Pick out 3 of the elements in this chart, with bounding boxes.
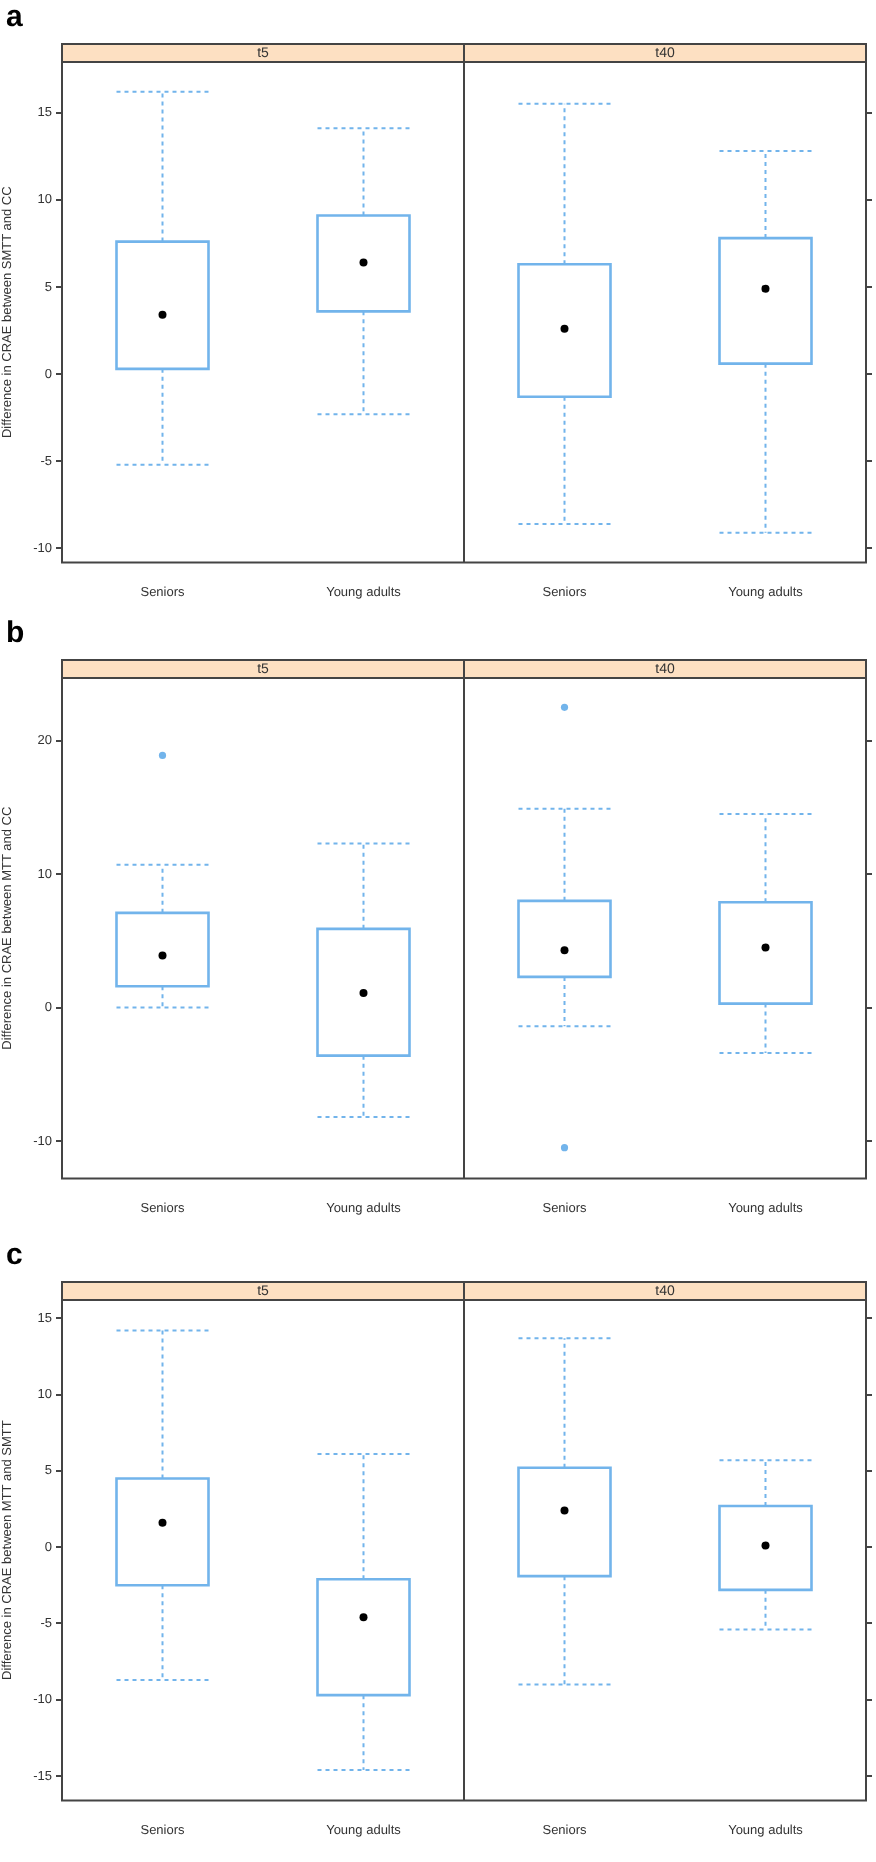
text: c [6, 1238, 23, 1272]
text: b [6, 616, 25, 650]
text: a [6, 0, 23, 34]
